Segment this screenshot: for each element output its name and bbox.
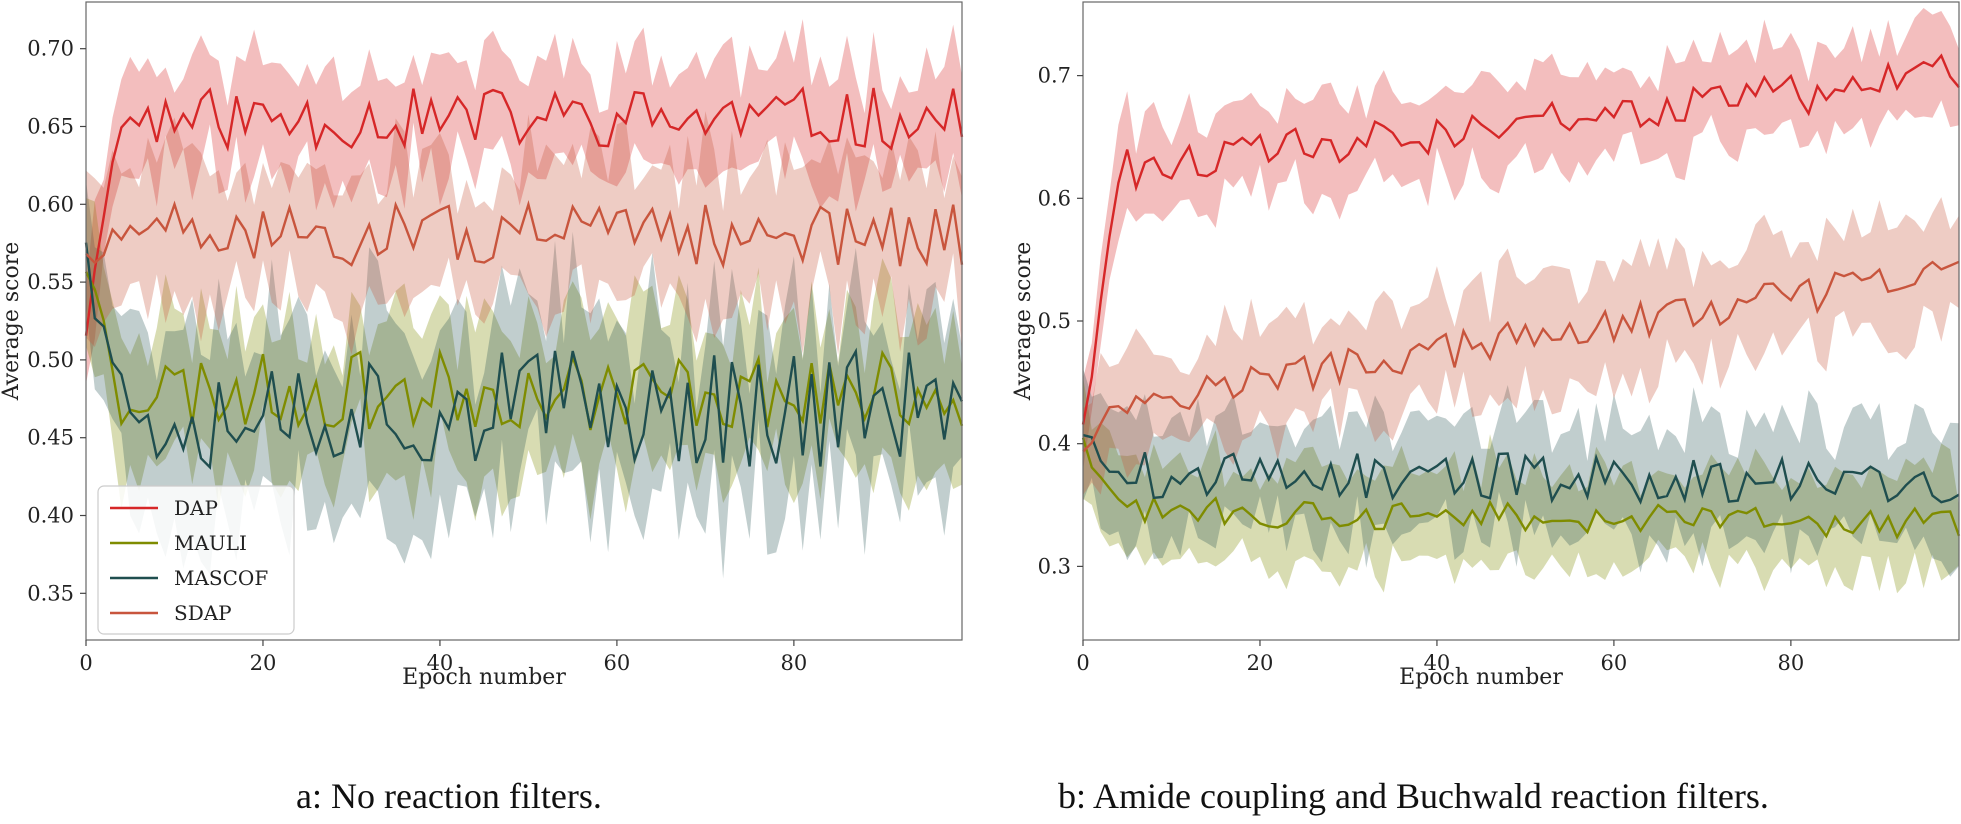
band-mauli xyxy=(1083,376,1959,594)
band-mauli xyxy=(86,198,962,521)
y-tick-label: 0.6 xyxy=(1038,186,1071,210)
line-mascof xyxy=(84,242,964,470)
y-axis-label: Average score xyxy=(0,242,24,402)
y-tick-label: 0.55 xyxy=(27,270,74,294)
band-sdap xyxy=(86,111,962,355)
x-tick-label: 60 xyxy=(604,651,631,675)
legend-label-mascof: MASCOF xyxy=(174,566,268,590)
y-tick-label: 0.3 xyxy=(1038,554,1071,578)
line-sdap xyxy=(85,199,964,270)
y-tick-label: 0.45 xyxy=(27,426,74,450)
y-tick-label: 0.60 xyxy=(27,192,74,216)
line-mascof xyxy=(1082,433,1960,505)
band-sdap xyxy=(1083,197,1959,495)
band-dap xyxy=(1083,8,1959,471)
y-axis-label: Average score xyxy=(1011,242,1036,402)
x-tick-label: 40 xyxy=(427,651,454,675)
y-tick-label: 0.35 xyxy=(27,581,74,605)
caption-b: b: Amide coupling and Buchwald reaction … xyxy=(1058,776,1769,816)
chart-panel-b: 0 20 40 60 80 0.3 0.4 0.5 0.6 0.7 Epoch number Aver… xyxy=(1011,1,1961,690)
line-dap xyxy=(1081,53,1960,425)
band-dap xyxy=(86,19,962,384)
y-tick-label: 0.65 xyxy=(27,114,74,138)
y-tick-label: 0.50 xyxy=(27,348,74,372)
y-tick-label: 0.70 xyxy=(27,37,74,61)
line-sdap xyxy=(1082,260,1960,453)
y-tick-label: 0.4 xyxy=(1038,432,1071,456)
x-tick-label: 80 xyxy=(781,651,808,675)
y-tick-label: 0.40 xyxy=(27,504,74,528)
legend-label-mauli: MAULI xyxy=(174,531,247,555)
band-mascof xyxy=(86,180,962,579)
x-tick-label: 80 xyxy=(1778,651,1805,675)
y-tick-label: 0.5 xyxy=(1038,309,1071,333)
x-axis-label: Epoch number xyxy=(402,665,566,690)
y-tick-label: 0.7 xyxy=(1038,64,1071,88)
x-tick-label: 20 xyxy=(1247,651,1274,675)
line-mauli xyxy=(84,271,964,431)
legend-label-sdap: SDAP xyxy=(174,601,232,625)
legend-box xyxy=(97,485,295,635)
caption-a: a: No reaction filters. xyxy=(296,776,602,816)
legend-label-dap: DAP xyxy=(174,496,218,520)
x-axis-label: Epoch number xyxy=(1399,665,1563,690)
plot-frame xyxy=(85,1,963,641)
x-tick-label: 0 xyxy=(79,651,92,675)
x-tick-label: 40 xyxy=(1424,651,1451,675)
x-tick-label: 20 xyxy=(250,651,277,675)
line-mauli xyxy=(1081,437,1961,540)
x-tick-label: 60 xyxy=(1601,651,1628,675)
chart-panel-a: 0 20 40 60 80 0.35 0.40 0.45 0.50 0.55 0.60 0.65 0.7… xyxy=(0,1,964,690)
line-dap xyxy=(84,86,964,336)
x-tick-label: 0 xyxy=(1076,651,1089,675)
